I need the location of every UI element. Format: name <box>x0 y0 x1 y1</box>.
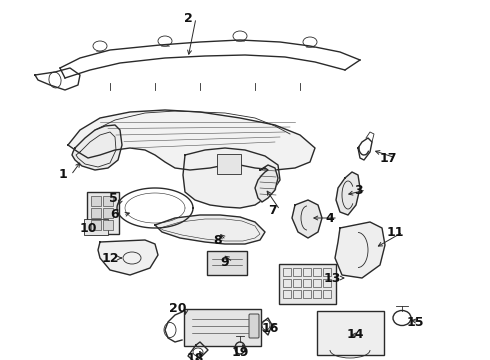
FancyBboxPatch shape <box>91 207 100 217</box>
Text: 12: 12 <box>101 252 119 265</box>
Text: 20: 20 <box>169 302 187 315</box>
Polygon shape <box>336 172 360 215</box>
Text: 11: 11 <box>386 225 404 238</box>
FancyBboxPatch shape <box>102 195 113 206</box>
Text: 17: 17 <box>379 152 397 165</box>
FancyBboxPatch shape <box>102 220 113 230</box>
Polygon shape <box>68 110 315 170</box>
FancyBboxPatch shape <box>87 192 119 234</box>
Text: 16: 16 <box>261 321 279 334</box>
FancyBboxPatch shape <box>91 220 100 230</box>
FancyBboxPatch shape <box>207 251 247 275</box>
FancyBboxPatch shape <box>317 311 384 355</box>
Text: 19: 19 <box>231 346 249 359</box>
Text: 1: 1 <box>59 168 68 181</box>
Text: 4: 4 <box>326 211 334 225</box>
Text: 8: 8 <box>214 234 222 247</box>
Text: 5: 5 <box>109 192 118 204</box>
FancyBboxPatch shape <box>217 154 241 174</box>
Text: 15: 15 <box>406 315 424 328</box>
Text: 3: 3 <box>354 184 362 197</box>
Polygon shape <box>183 148 280 208</box>
Text: 9: 9 <box>220 256 229 269</box>
Text: 10: 10 <box>79 221 97 234</box>
Text: 18: 18 <box>186 351 204 360</box>
Polygon shape <box>98 240 158 275</box>
FancyBboxPatch shape <box>249 314 259 338</box>
FancyBboxPatch shape <box>91 195 100 206</box>
FancyBboxPatch shape <box>84 219 108 235</box>
Text: 7: 7 <box>268 203 276 216</box>
FancyBboxPatch shape <box>184 309 261 346</box>
Text: 13: 13 <box>323 271 341 284</box>
Text: 14: 14 <box>346 328 364 342</box>
Text: 6: 6 <box>111 208 119 221</box>
FancyBboxPatch shape <box>102 207 113 217</box>
Polygon shape <box>155 215 265 244</box>
Polygon shape <box>72 125 122 170</box>
Polygon shape <box>335 222 385 278</box>
Polygon shape <box>292 200 322 238</box>
FancyBboxPatch shape <box>279 264 336 304</box>
Text: 2: 2 <box>184 12 193 24</box>
Polygon shape <box>255 165 278 202</box>
